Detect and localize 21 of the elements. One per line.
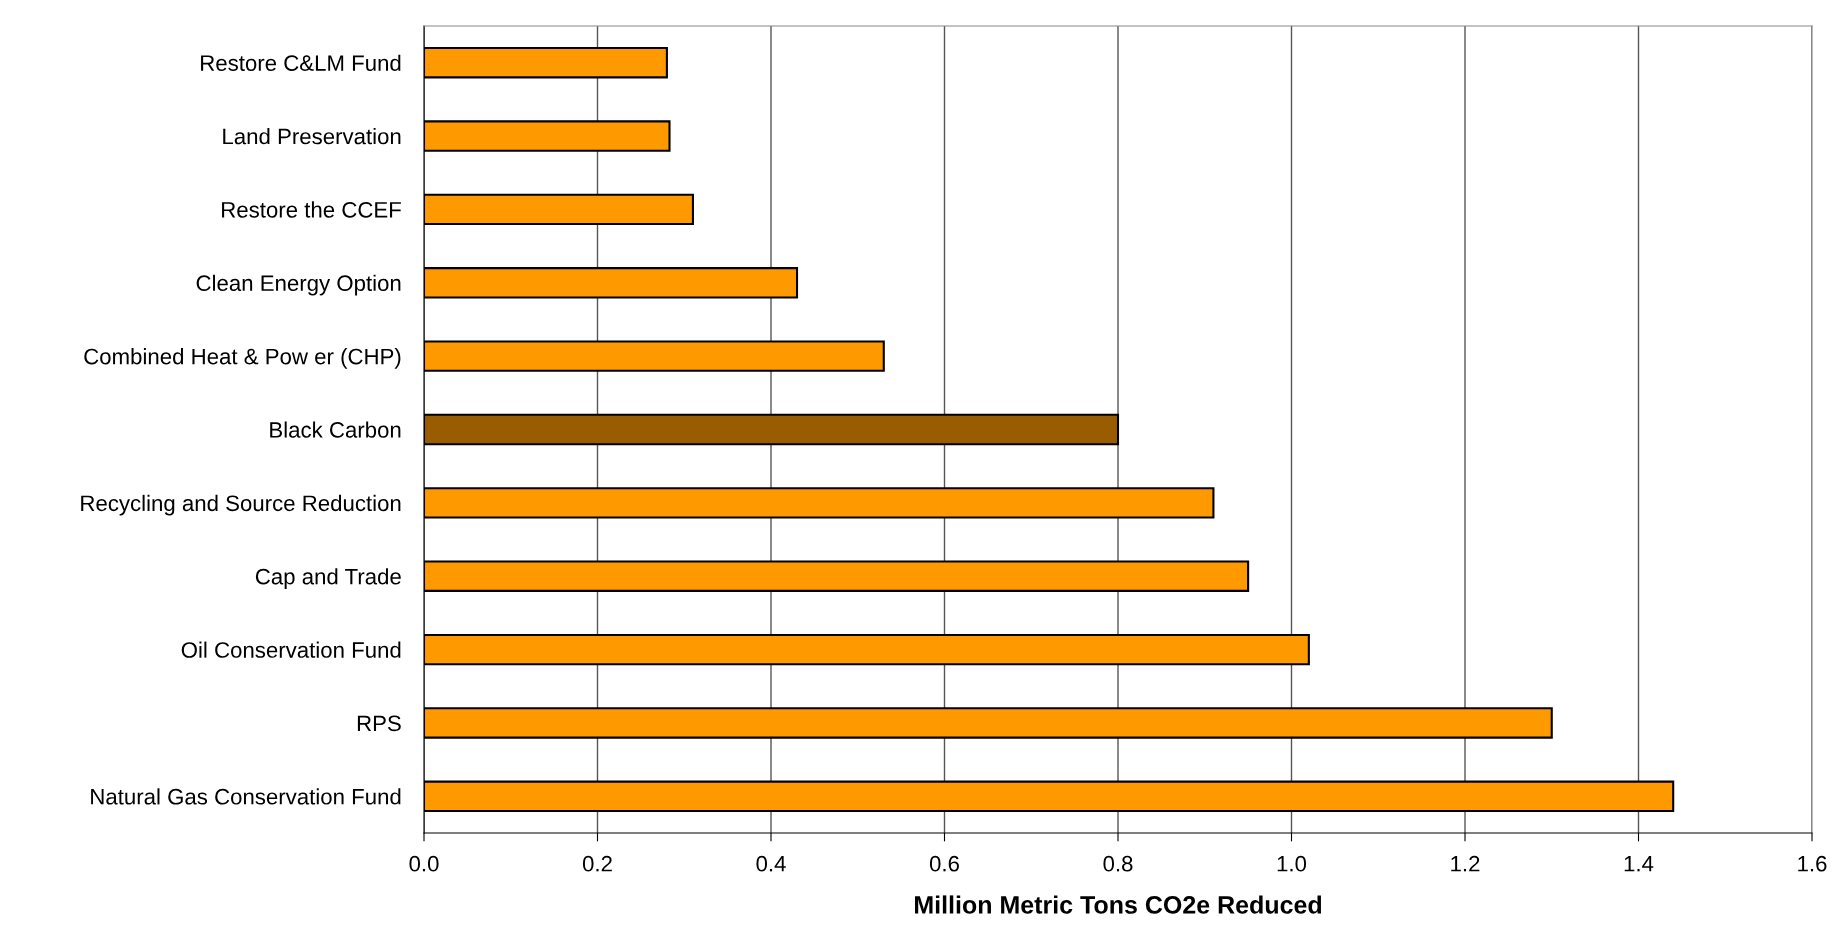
y-tick-label: Restore the CCEF bbox=[222, 201, 401, 218]
x-tick-label: 0.4 bbox=[756, 855, 786, 872]
x-tick-label: 0.8 bbox=[1103, 855, 1133, 872]
text: 0.0 bbox=[409, 855, 439, 872]
x-tick-label: 0.2 bbox=[582, 855, 612, 872]
x-tick-label: 1.4 bbox=[1624, 856, 1654, 872]
y-tick-label: Clean Energy Option bbox=[196, 274, 401, 296]
x-tick-label: 0.6 bbox=[929, 855, 959, 872]
text: 1.0 bbox=[1277, 855, 1307, 872]
y-tick-label: Combined Heat & Pow er (CHP) bbox=[84, 348, 401, 369]
y-tick-label: Black Carbon bbox=[270, 421, 401, 438]
y-tick-label: Recycling and Source Reduction bbox=[81, 494, 401, 516]
y-tick-label: Land Preservation bbox=[223, 127, 401, 145]
y-tick-label: Cap and Trade bbox=[255, 568, 401, 589]
x-axis-title: Million Metric Tons CO2e Reduced bbox=[915, 895, 1322, 914]
y-tick-label: Oil Conservation Fund bbox=[181, 641, 401, 658]
y-tick-label: Restore C&LM Fund bbox=[201, 54, 401, 71]
y-tick-label: RPS bbox=[357, 715, 401, 732]
x-tick-label: 1.2 bbox=[1451, 855, 1480, 872]
y-tick-label: Natural Gas Conservation Fund bbox=[91, 788, 401, 805]
x-tick-label: 1.6 bbox=[1798, 855, 1827, 872]
